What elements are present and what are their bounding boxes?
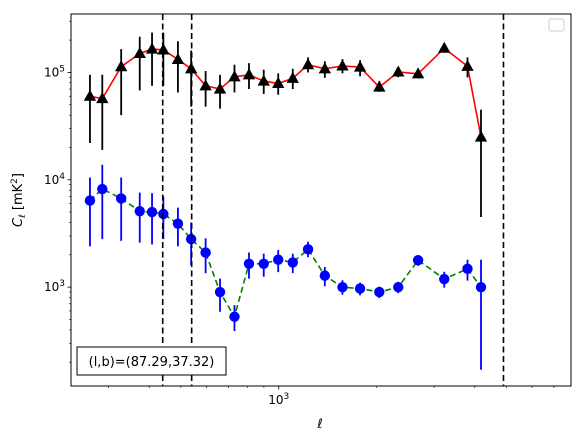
series-2-marker-12 (243, 258, 255, 269)
series-2-marker-19 (354, 283, 366, 294)
series-2-marker-15 (287, 257, 298, 268)
series-1-marker-20 (373, 80, 386, 92)
series-1-marker-21 (392, 65, 405, 77)
series-1-marker-1 (83, 89, 97, 101)
series-2-marker-4 (134, 205, 145, 217)
series-1-marker-14 (272, 76, 285, 88)
series-1-marker-17 (318, 62, 332, 74)
series-1-marker-3 (115, 60, 128, 72)
series-2-marker-25 (475, 281, 487, 293)
series-2-marker-24 (462, 263, 473, 275)
axes: 103 103 104 105 ℓ Cℓ [mK2] (l,b)=(87.29,37.32) (10, 13, 572, 432)
series-2-marker-8 (185, 233, 197, 245)
series-1-marker-12 (242, 68, 256, 80)
series-2-marker-1 (84, 195, 96, 206)
series-1-marker-23 (438, 41, 451, 53)
series-2-marker-21 (393, 281, 404, 293)
series-2-marker-11 (229, 311, 240, 322)
series-2-marker-16 (302, 244, 314, 255)
series-2-marker-17 (319, 270, 331, 281)
series-2-marker-10 (214, 286, 226, 298)
axes-frame (70, 13, 572, 387)
series-1-marker-15 (286, 71, 299, 83)
y-axis-label: Cℓ [mK2] (10, 173, 28, 227)
series-1-marker-9 (199, 79, 212, 91)
series-1-marker-4 (133, 47, 146, 59)
y-tick-label-1: 103 (44, 279, 65, 294)
series-2-marker-14 (273, 254, 284, 265)
x-tick-label-1: 103 (268, 392, 289, 407)
series-2-marker-20 (374, 286, 385, 298)
legend-box (548, 18, 565, 32)
y-tick-label-3: 105 (44, 64, 65, 79)
series-2-marker-2 (97, 183, 108, 195)
series-2-marker-3 (115, 193, 127, 204)
series-2-marker-7 (172, 218, 184, 229)
series-1-marker-5 (145, 42, 159, 54)
series-1-marker-16 (301, 58, 315, 70)
series-1-marker-19 (353, 60, 367, 72)
series-2-marker-13 (258, 258, 269, 269)
series-1-marker-10 (213, 82, 227, 94)
y-tick-label-2: 104 (44, 172, 65, 187)
series-1-marker-22 (411, 67, 425, 79)
series-2-marker-22 (412, 255, 424, 266)
series-2-marker-9 (200, 247, 211, 258)
series-1-marker-13 (257, 74, 270, 86)
series-1-marker-7 (171, 52, 185, 65)
series-1-marker-8 (184, 62, 198, 74)
annotation-text: (l,b)=(87.29,37.32) (89, 355, 215, 370)
series-1-marker-11 (228, 70, 241, 82)
series-2-marker-18 (337, 281, 348, 293)
series-2-marker-5 (146, 206, 158, 218)
series-1-marker-24 (461, 59, 474, 71)
series-1-marker-25 (474, 130, 488, 142)
series-1-marker-6 (157, 43, 170, 55)
x-axis-label: ℓ (316, 417, 322, 432)
plot-area (83, 14, 505, 386)
series-1-marker-18 (336, 59, 349, 71)
annotation-box (76, 346, 227, 376)
series-2-marker-23 (439, 273, 450, 285)
series-1-marker-2 (96, 92, 109, 104)
